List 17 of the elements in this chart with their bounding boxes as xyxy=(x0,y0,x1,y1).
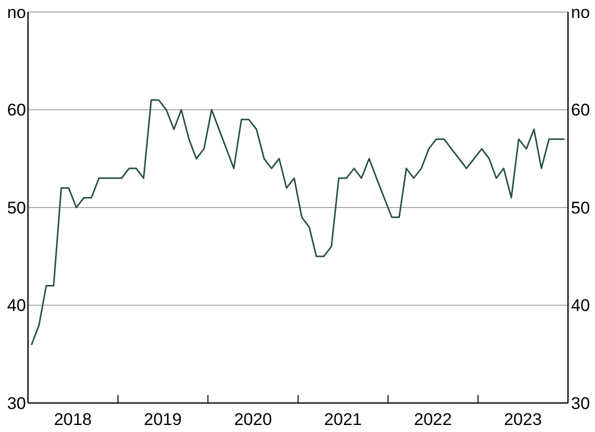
y2-tick-label: 60 xyxy=(571,100,590,120)
y2-tick-label: no xyxy=(571,2,590,22)
x-tick-label: 2022 xyxy=(414,410,452,429)
y2-tick-label: 40 xyxy=(571,296,590,316)
x-tick-label: 2021 xyxy=(324,410,362,429)
y-tick-label: 60 xyxy=(7,100,26,120)
x-tick-label: 2023 xyxy=(504,410,542,429)
y-tick-label: 50 xyxy=(7,198,26,218)
y2-tick-label: 50 xyxy=(571,198,590,218)
y-tick-label: 40 xyxy=(7,296,26,316)
x-tick-label: 2019 xyxy=(144,410,182,429)
x-tick-label: 2018 xyxy=(54,410,92,429)
line-series xyxy=(30,99,565,346)
y-tick-label: 30 xyxy=(7,394,26,413)
x-tick-label: 2020 xyxy=(234,410,272,429)
y-tick-label: no xyxy=(7,2,26,22)
y2-tick-label: 30 xyxy=(571,394,590,413)
